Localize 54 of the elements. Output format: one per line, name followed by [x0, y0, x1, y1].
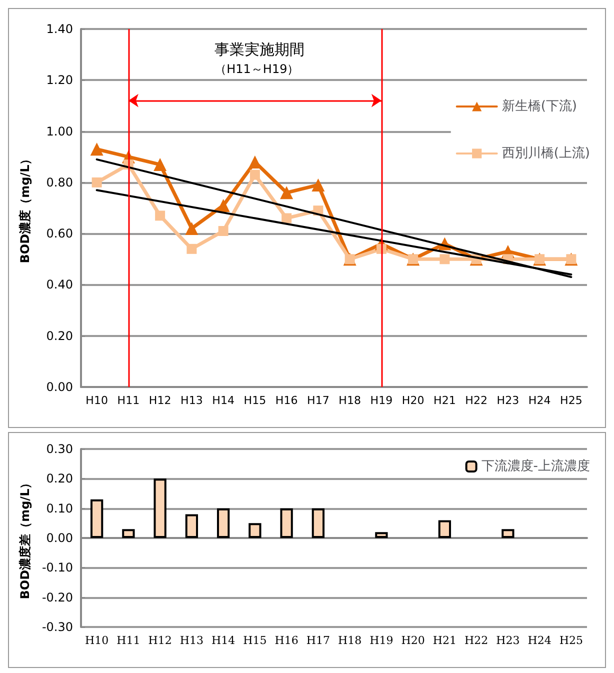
y-tick-label: 0.80: [46, 175, 73, 190]
y-tick-label: 0.40: [46, 278, 73, 292]
y-axis-title: BOD濃度（mg/L）: [18, 152, 32, 264]
x-tick-label: H21: [434, 394, 456, 407]
x-tick-label: H12: [148, 634, 172, 647]
y-tick-label: -0.30: [42, 620, 73, 634]
x-tick-label: H13: [180, 394, 203, 407]
y-axis-title: BOD濃度差（mg/L）: [18, 476, 32, 600]
x-tick-label: H19: [370, 634, 394, 647]
x-tick-label: H23: [496, 394, 520, 407]
x-tick-label: H11: [116, 634, 140, 647]
x-tick-label: H14: [212, 634, 236, 647]
y-tick-label: -0.20: [42, 590, 73, 604]
x-tick-label: H10: [86, 394, 108, 407]
x-tick-label: H16: [275, 394, 298, 407]
annotation: 事業実施期間: [214, 40, 305, 58]
x-tick-label: H21: [432, 634, 456, 647]
x-tick-label: H13: [180, 634, 204, 647]
legend-label: 下流濃度-上流濃度: [481, 458, 590, 474]
y-tick-label: 1.00: [46, 124, 73, 138]
x-tick-label: H16: [274, 634, 298, 647]
x-tick-label: H25: [559, 634, 583, 647]
x-tick-label: H10: [85, 634, 109, 647]
y-tick-label: -0.10: [42, 560, 73, 575]
annotation: （H11～H19）: [214, 62, 300, 76]
y-tick-label: 0.10: [46, 501, 73, 516]
x-tick-label: H15: [243, 634, 267, 647]
x-tick-label: H24: [528, 634, 552, 647]
x-tick-label: H18: [338, 394, 361, 407]
y-tick-label: 0.00: [46, 380, 73, 394]
x-tick-label: H17: [306, 634, 330, 647]
y-tick-label: 0.00: [46, 531, 73, 545]
x-tick-label: H20: [402, 394, 424, 407]
legend-label: 新生橋(下流): [502, 98, 578, 114]
x-tick-label: H23: [496, 634, 520, 647]
x-tick-label: H20: [401, 634, 425, 647]
x-tick-label: H22: [465, 394, 488, 407]
x-tick-label: H15: [244, 394, 266, 407]
x-tick-label: H17: [307, 394, 330, 407]
x-tick-label: H25: [560, 394, 582, 407]
x-tick-label: H22: [464, 634, 488, 647]
y-tick-label: 1.40: [46, 22, 73, 36]
y-tick-label: 0.60: [46, 226, 73, 241]
x-tick-label: H11: [117, 394, 140, 407]
y-tick-label: 0.20: [46, 328, 73, 343]
legend-label: 西別川橋(上流): [502, 145, 590, 161]
x-tick-label: H18: [338, 634, 362, 647]
x-tick-label: H19: [370, 394, 393, 407]
x-tick-label: H14: [212, 394, 234, 407]
x-tick-label: H24: [528, 394, 551, 407]
y-tick-label: 1.20: [46, 73, 73, 88]
y-tick-label: 0.30: [46, 442, 73, 456]
x-tick-label: H12: [148, 394, 172, 407]
y-tick-label: 0.20: [46, 472, 73, 486]
